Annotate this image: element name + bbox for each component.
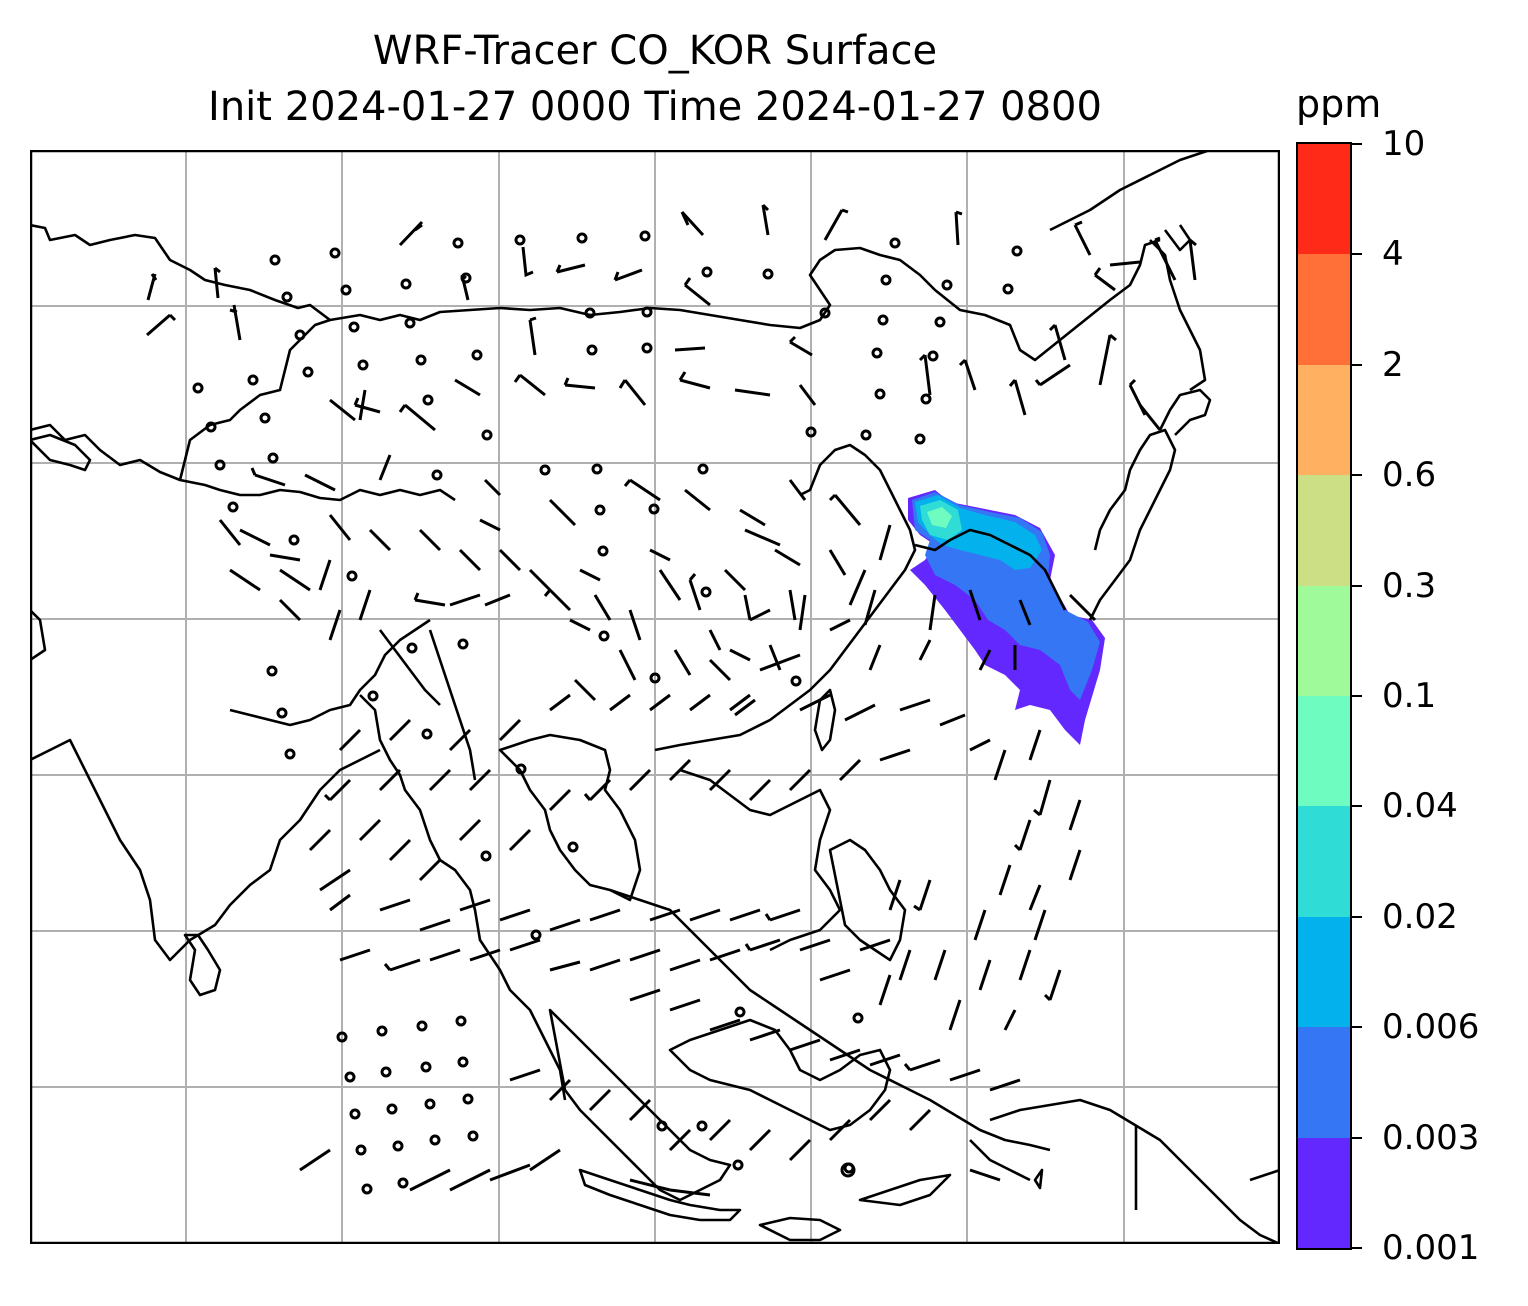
colorbar-tick-label: 0.1 (1382, 676, 1437, 716)
colorbar-tick-label: 4 (1382, 234, 1404, 275)
colorbar-swatch (1298, 1137, 1350, 1248)
plot-title-line1: WRF-Tracer CO_KOR Surface (372, 28, 938, 74)
colorbar-tick-mark (1352, 584, 1362, 587)
colorbar-tick-mark (1352, 695, 1362, 697)
colorbar-tick-mark (1352, 1247, 1362, 1249)
colorbar-tick-label: 0.003 (1382, 1117, 1480, 1158)
colorbar-tick-label: 10 (1382, 124, 1426, 164)
colorbar-tick-mark (1352, 1026, 1362, 1029)
colorbar-swatch (1298, 364, 1350, 476)
colorbar-tick-label: 0.6 (1382, 455, 1437, 496)
colorbar-tick-mark (1352, 915, 1362, 918)
map-border (30, 150, 1280, 1244)
colorbar-swatch (1298, 254, 1350, 365)
map-frame (30, 150, 1280, 1244)
colorbar-tick-label: 2 (1382, 344, 1404, 385)
colorbar-tick-mark (1352, 805, 1362, 808)
colorbar-tick-label: 0.02 (1382, 896, 1458, 937)
colorbar-swatch (1298, 475, 1350, 586)
colorbar-tick-mark (1352, 474, 1362, 477)
colorbar-unit-label: ppm (1296, 82, 1382, 126)
plot-title-line2: Init 2024-01-27 0000 Time 2024-01-27 080… (208, 84, 1102, 130)
wind-barbs (146, 203, 1197, 1197)
colorbar-tick-label: 0.04 (1382, 786, 1458, 827)
colorbar-tick-mark (1352, 253, 1362, 256)
colorbar-tick-label: 0.001 (1382, 1228, 1480, 1268)
colorbar (1296, 142, 1352, 1250)
colorbar-swatch (1298, 144, 1350, 255)
colorbar-tick-mark (1352, 363, 1362, 366)
colorbar-swatch (1298, 696, 1350, 807)
colorbar-swatch (1298, 916, 1350, 1028)
colorbar-swatch (1298, 585, 1350, 696)
colorbar-tick-mark (1352, 143, 1362, 145)
colorbar-swatch (1298, 1027, 1350, 1138)
tracer-concentration-field (908, 490, 1105, 745)
colorbar-tick-mark (1352, 1136, 1362, 1139)
colorbar-tick-label: 0.006 (1382, 1007, 1480, 1048)
colorbar-swatch (1298, 806, 1350, 917)
colorbar-tick-label: 0.3 (1382, 565, 1437, 606)
